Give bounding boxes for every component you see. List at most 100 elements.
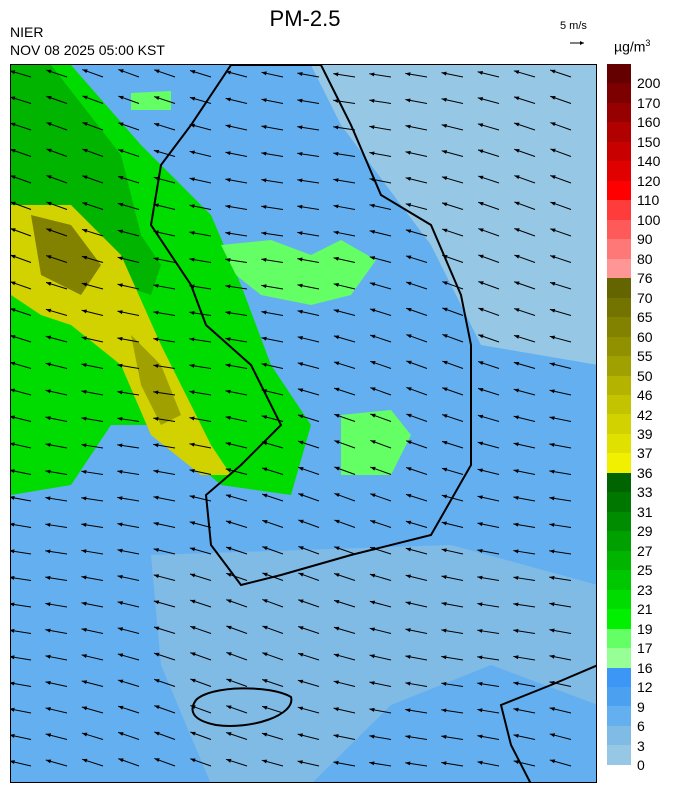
wind-arrow xyxy=(298,599,320,608)
wind-arrow xyxy=(226,599,248,608)
wind-arrow xyxy=(333,283,356,290)
wind-arrow xyxy=(81,255,104,263)
wind-arrow xyxy=(405,150,428,157)
wind-arrow xyxy=(549,680,572,687)
wind-arrow xyxy=(45,496,68,502)
wind-arrow xyxy=(226,651,248,661)
wind-arrow xyxy=(369,256,392,263)
wind-arrow xyxy=(226,678,248,687)
wind-arrow xyxy=(262,598,284,608)
legend-swatch xyxy=(607,297,631,318)
wind-arrow xyxy=(189,257,212,263)
high-concentration-area xyxy=(131,335,181,425)
wind-arrow xyxy=(549,733,572,740)
wind-arrow xyxy=(369,282,392,290)
wind-arrow xyxy=(45,335,68,343)
legend-swatch xyxy=(607,706,631,726)
wind-arrow xyxy=(333,178,356,184)
wind-arrow xyxy=(225,284,248,290)
wind-arrow xyxy=(117,679,140,687)
wind-arrow xyxy=(549,335,572,343)
jeju-island-outline xyxy=(191,687,293,727)
legend-label: 37 xyxy=(637,445,653,462)
legend-swatch xyxy=(607,141,631,162)
wind-arrow xyxy=(81,758,104,767)
agency-label: NIER xyxy=(10,24,44,40)
wind-arrow xyxy=(297,414,320,422)
wind-arrow xyxy=(225,70,248,78)
wind-arrow xyxy=(153,469,176,475)
wind-arrow xyxy=(11,469,32,475)
wind-arrow xyxy=(225,389,248,396)
wind-arrow xyxy=(190,625,212,634)
wind-arrow xyxy=(262,519,284,528)
wind-arrow xyxy=(513,469,536,475)
wind-arrow xyxy=(406,334,428,343)
wind-arrow xyxy=(441,628,464,634)
legend-label: 55 xyxy=(637,348,653,365)
wind-arrow xyxy=(153,96,176,104)
wind-arrow xyxy=(405,708,428,714)
wind-arrow xyxy=(405,520,428,528)
wind-arrow xyxy=(45,389,68,396)
wind-arrow xyxy=(225,363,248,369)
legend-label: 140 xyxy=(637,153,661,170)
map-canvas xyxy=(11,65,596,782)
wind-arrow xyxy=(225,310,248,316)
wind-arrow xyxy=(441,548,464,555)
wind-arrow xyxy=(154,69,176,78)
wind-arrow xyxy=(441,521,464,528)
wind-arrow xyxy=(369,600,392,608)
wind-arrow xyxy=(514,201,536,210)
wind-arrow xyxy=(298,572,320,581)
wind-arrow xyxy=(45,69,68,78)
wind-arrow xyxy=(225,758,248,767)
pm25-map[interactable] xyxy=(10,64,597,783)
wind-arrow xyxy=(189,521,212,528)
wind-arrow xyxy=(117,469,140,475)
wind-arrow xyxy=(370,360,392,369)
wind-arrow xyxy=(153,337,176,343)
wind-arrow xyxy=(550,175,572,184)
wind-arrow xyxy=(11,122,32,131)
wind-arrow xyxy=(369,707,392,714)
wind-arrow xyxy=(189,123,212,131)
wind-arrow xyxy=(513,760,536,767)
wind-arrow xyxy=(441,601,464,608)
legend-label: 120 xyxy=(637,172,661,189)
wind-arrow xyxy=(11,281,32,290)
wind-arrow xyxy=(82,175,104,184)
wind-arrow xyxy=(405,72,428,78)
wind-arrow xyxy=(153,283,176,290)
wind-arrow xyxy=(477,468,500,475)
legend-label: 76 xyxy=(637,270,653,287)
wind-arrow xyxy=(154,705,176,714)
wind-arrow xyxy=(406,386,428,396)
wind-arrow xyxy=(405,98,428,104)
legend-label: 12 xyxy=(637,679,653,696)
wind-arrow xyxy=(11,96,32,104)
wind-arrow xyxy=(225,151,248,157)
low-concentration-area xyxy=(311,65,596,365)
wind-arrow xyxy=(225,731,248,740)
wind-arrow xyxy=(261,759,284,767)
wind-arrow xyxy=(262,572,284,581)
wind-arrow xyxy=(189,468,212,475)
wind-arrow xyxy=(154,757,176,767)
wind-arrow xyxy=(225,415,248,422)
wind-arrow xyxy=(45,733,68,740)
wind-arrow xyxy=(81,522,104,528)
legend-swatch xyxy=(607,648,631,668)
wind-arrow xyxy=(405,628,428,634)
wind-arrow xyxy=(118,758,140,767)
wind-arrow xyxy=(225,204,248,210)
wind-arrow xyxy=(513,361,536,369)
wind-arrow xyxy=(478,280,500,290)
wind-arrow xyxy=(513,70,536,78)
wind-arrow xyxy=(333,204,356,210)
legend-label: 50 xyxy=(637,367,653,384)
wind-arrow xyxy=(45,759,68,767)
wind-arrow xyxy=(477,734,500,740)
wind-arrow xyxy=(45,628,68,634)
wind-arrow xyxy=(45,549,68,555)
